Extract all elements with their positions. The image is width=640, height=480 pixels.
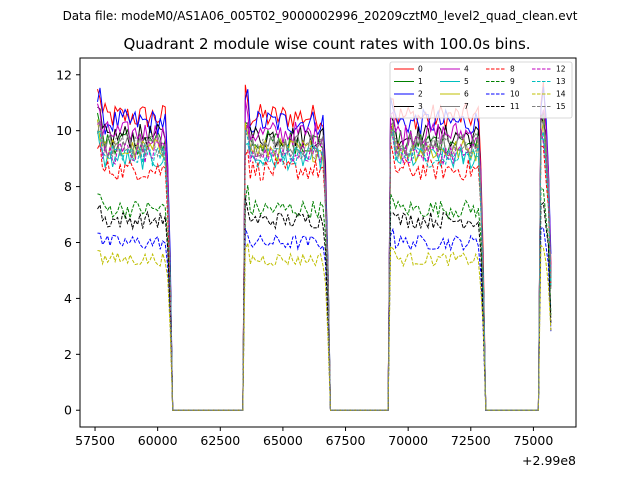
x-offset-label: +2.99e8 xyxy=(522,453,576,468)
legend-label: 7 xyxy=(464,102,469,111)
chart-title: Quadrant 2 module wise count rates with … xyxy=(123,35,530,53)
y-tick-label: 6 xyxy=(64,235,72,250)
legend-label: 15 xyxy=(556,102,566,111)
y-tick-label: 12 xyxy=(56,67,72,82)
y-tick-label: 0 xyxy=(64,403,72,418)
legend-label: 9 xyxy=(510,77,515,86)
legend-label: 0 xyxy=(418,65,423,74)
x-tick-label: 60000 xyxy=(138,433,178,448)
legend-label: 12 xyxy=(556,65,566,74)
legend-label: 13 xyxy=(556,77,566,86)
y-tick-label: 2 xyxy=(64,347,72,362)
x-tick-label: 57500 xyxy=(75,433,115,448)
legend-label: 11 xyxy=(510,102,520,111)
x-tick-label: 70000 xyxy=(388,433,428,448)
legend-label: 10 xyxy=(510,90,520,99)
legend-label: 4 xyxy=(464,65,469,74)
legend-label: 8 xyxy=(510,65,515,74)
suptitle: Data file: modeM0/AS1A06_005T02_90000029… xyxy=(63,9,578,23)
series-line-14 xyxy=(97,242,552,411)
x-tick-label: 67500 xyxy=(326,433,366,448)
y-tick-label: 8 xyxy=(64,179,72,194)
legend-label: 6 xyxy=(464,90,469,99)
legend-label: 2 xyxy=(418,90,423,99)
y-tick-label: 4 xyxy=(64,291,72,306)
plot-area xyxy=(80,58,576,427)
x-tick-label: 75000 xyxy=(514,433,554,448)
legend-label: 5 xyxy=(464,77,469,86)
x-tick-label: 62500 xyxy=(200,433,240,448)
series-layer xyxy=(97,81,552,411)
x-tick-label: 65000 xyxy=(263,433,303,448)
y-axis: 0 2 4 6 8 10 12 xyxy=(56,67,80,418)
x-axis: 57500 60000 62500 65000 67500 70000 72500 75000 xyxy=(75,427,553,448)
legend-label: 3 xyxy=(418,102,423,111)
legend-box xyxy=(389,61,573,119)
x-tick-label: 72500 xyxy=(451,433,491,448)
legend-label: 14 xyxy=(556,90,566,99)
legend-label: 1 xyxy=(418,77,423,86)
y-tick-label: 10 xyxy=(56,123,72,138)
